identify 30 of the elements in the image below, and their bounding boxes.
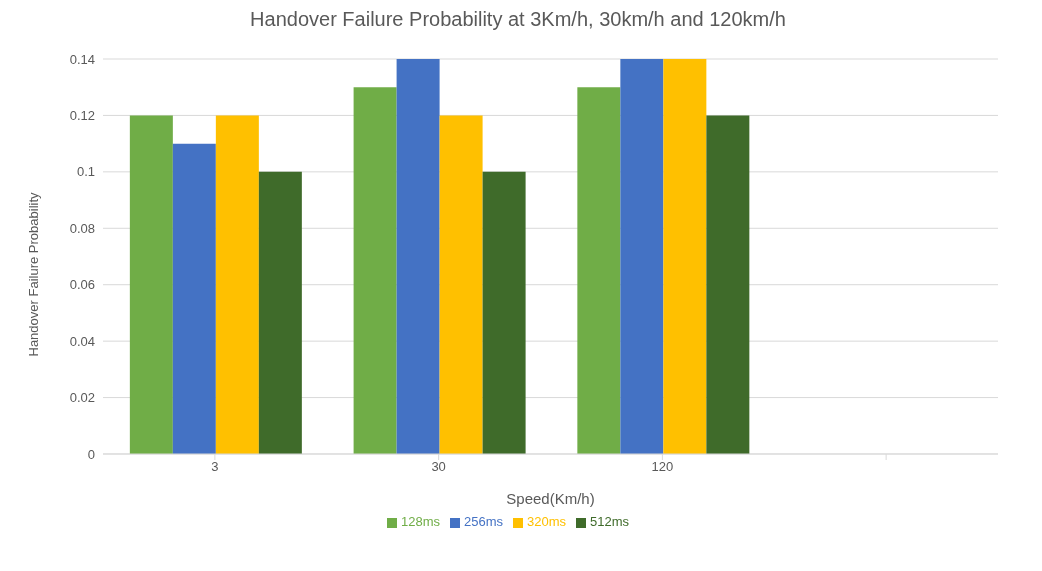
y-tick-label: 0.08 [69,220,95,236]
bar [353,87,397,454]
y-tick-label: 0 [87,446,95,462]
bar [215,115,259,454]
bar [577,87,621,454]
y-tick-label: 0.1 [76,164,95,180]
bar [482,171,526,454]
legend-label: 320ms [527,514,567,529]
bar [706,115,750,454]
bar [396,59,440,454]
bar [620,59,664,454]
y-tick-label: 0.06 [69,277,95,293]
y-axis-title: Handover Failure Probability [25,191,41,357]
y-tick-label: 0.14 [69,51,95,67]
legend-label: 512ms [590,514,630,529]
x-tick-label: 120 [651,459,674,475]
bar [258,171,302,454]
bar [439,115,483,454]
y-tick-label: 0.04 [69,333,95,349]
x-tick-label: 30 [431,459,446,475]
bar [663,59,707,454]
chart-title: Handover Failure Probability at 3Km/h, 30km/h and 120km/h [249,8,787,31]
y-tick-label: 0.02 [69,390,95,406]
bar [172,143,216,454]
y-tick-label: 0.12 [69,108,95,124]
legend-label: 128ms [400,514,440,529]
x-tick-label: 3 [211,459,219,475]
bar [129,115,173,454]
x-axis-title: Speed(Km/h) [506,490,595,507]
legend-label: 256ms [463,514,503,529]
